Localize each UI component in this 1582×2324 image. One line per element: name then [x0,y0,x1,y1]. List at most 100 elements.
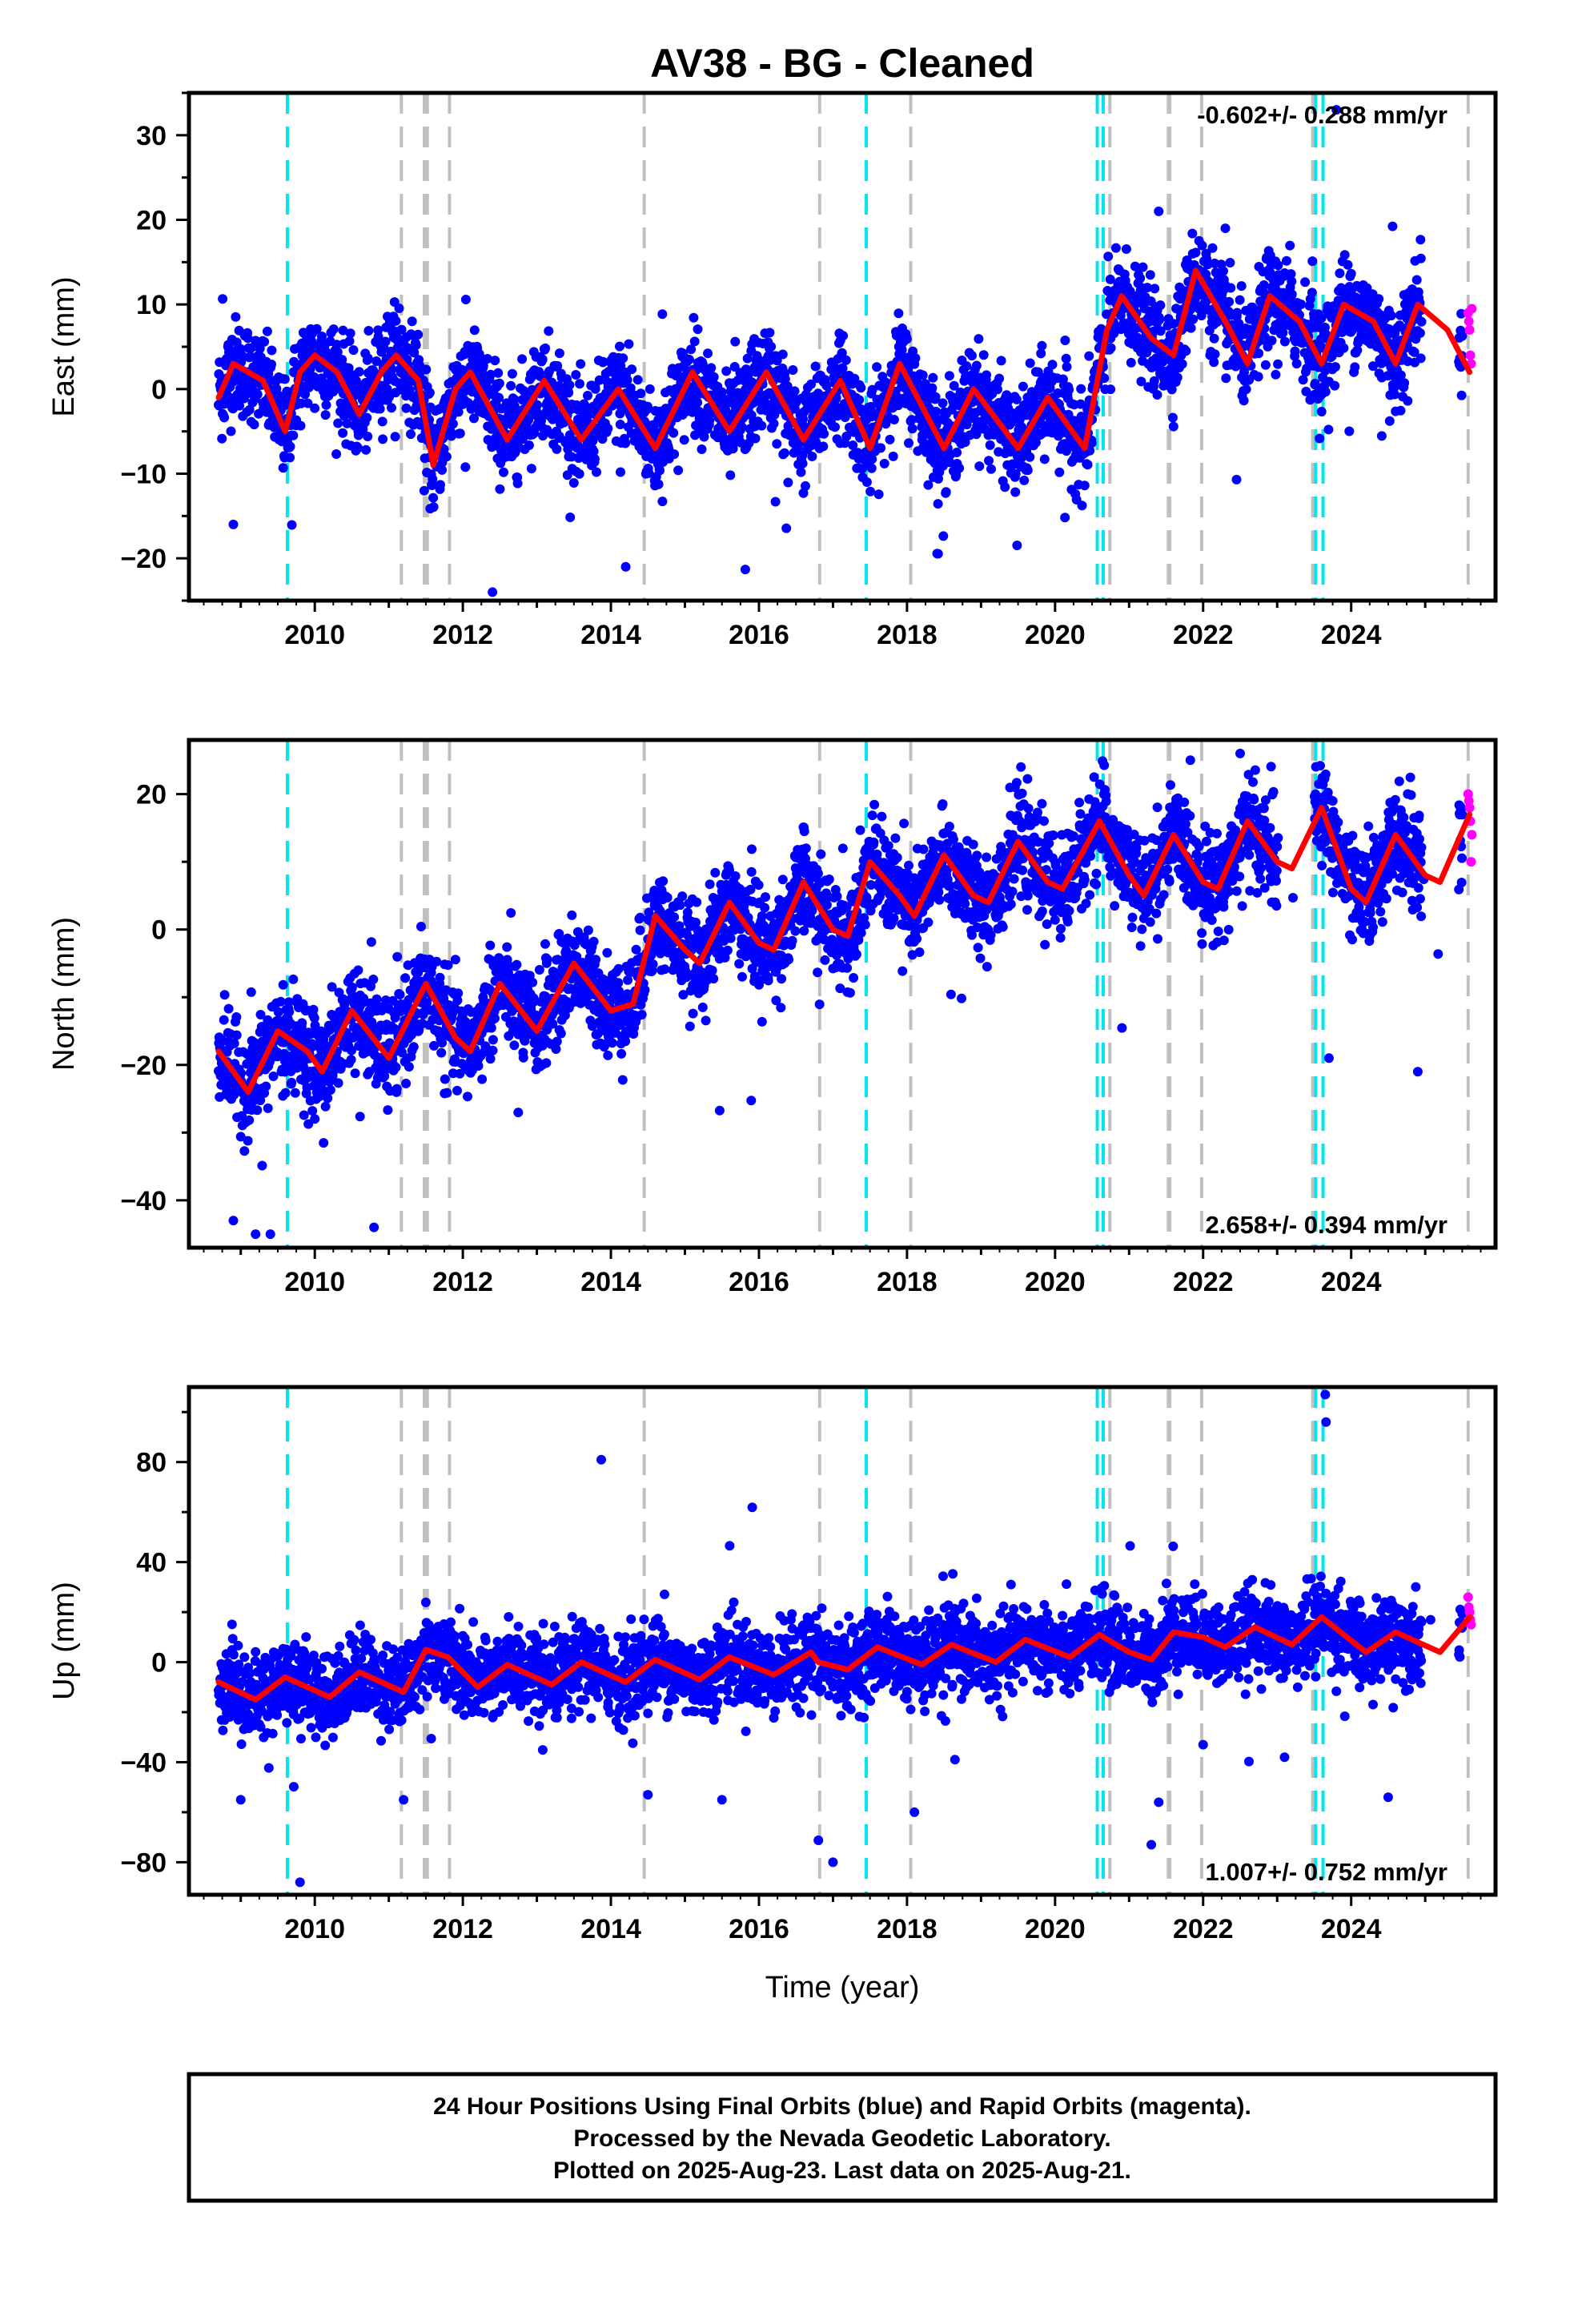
final-orbit-point [473,1061,484,1071]
final-orbit-point [644,384,655,394]
final-orbit-point [1000,482,1010,493]
final-orbit-point [907,424,917,434]
final-orbit-point [1121,244,1131,254]
final-orbit-point [259,336,270,347]
final-orbit-point [574,468,584,479]
final-orbit-point [552,1036,562,1047]
final-orbit-point [872,362,882,372]
final-orbit-point [797,458,808,468]
final-orbit-point [387,403,396,413]
final-orbit-point [1011,394,1022,404]
final-orbit-point [1287,289,1297,300]
final-orbit-point [933,499,943,509]
final-orbit-point [753,396,763,406]
final-orbit-point [333,1078,343,1088]
final-orbit-point [685,355,694,364]
final-orbit-point [428,502,439,513]
final-orbit-point [343,363,354,373]
final-orbit-point [1135,273,1146,283]
final-orbit-point [429,1040,439,1051]
final-orbit-point [452,995,463,1006]
x-tick-label: 2018 [877,620,938,650]
final-orbit-point [413,329,424,340]
final-orbit-point [1300,277,1311,287]
final-orbit-point [866,463,877,473]
final-orbit-point [954,463,965,473]
final-orbit-point [1271,369,1281,380]
final-orbit-point [1201,269,1211,279]
final-orbit-point [551,1044,561,1054]
final-orbit-point [415,420,425,430]
final-orbit-point [287,520,297,530]
final-orbit-point [482,354,492,364]
final-orbit-point [331,340,342,350]
final-orbit-point [541,1058,552,1068]
final-orbit-point [1330,362,1340,372]
final-orbit-point [1352,345,1363,356]
final-orbit-point [941,487,951,497]
final-orbit-point [867,454,877,464]
final-orbit-point [1253,372,1263,382]
final-orbit-point [1298,375,1308,385]
final-orbit-point [706,363,717,373]
final-orbit-point [548,1019,558,1029]
final-orbit-point [390,432,400,442]
final-orbit-point [347,1045,356,1055]
final-orbit-point [278,979,288,990]
final-orbit-point [279,374,290,384]
final-orbit-point [933,549,943,559]
final-orbit-point [620,438,631,448]
final-orbit-point [1219,266,1228,276]
final-orbit-point [400,973,411,983]
final-orbit-point [807,452,817,461]
final-orbit-point [255,1010,266,1019]
final-orbit-point [1037,340,1047,351]
final-orbit-point [1149,376,1159,386]
final-orbit-point [331,449,342,459]
final-orbit-point [1411,275,1422,285]
final-orbit-point [1376,431,1387,441]
final-orbit-point [571,370,581,380]
final-orbit-point [1025,452,1035,462]
final-orbit-point [801,480,810,491]
y-tick-label: 30 [136,121,167,151]
rapid-orbit-point [1465,350,1476,360]
final-orbit-outlier [488,587,498,597]
final-orbit-point [962,420,972,430]
final-orbit-point [1188,314,1199,324]
final-orbit-point [368,975,379,984]
final-orbit-point [517,354,528,364]
final-orbit-point [540,343,551,353]
final-orbit-point [410,1018,420,1028]
final-orbit-point [309,1013,319,1023]
final-orbit-point [657,497,668,507]
final-orbit-point [876,443,886,453]
final-orbit-point [283,997,294,1007]
panel-plot-area [214,740,1477,1248]
final-orbit-point [1039,454,1050,464]
final-orbit-point [669,428,679,438]
final-orbit-point [881,419,891,429]
final-orbit-point [273,1007,283,1017]
final-orbit-point [602,947,612,958]
final-orbit-point [440,1074,450,1084]
final-orbit-point [889,415,899,424]
final-orbit-point [1005,412,1015,423]
final-orbit-point [363,353,373,364]
final-orbit-point [901,334,912,344]
final-orbit-point [721,409,732,420]
final-orbit-point [1346,268,1356,279]
panel-plot-area [214,93,1477,601]
final-orbit-point [888,451,898,461]
final-orbit-point [268,1072,279,1081]
final-orbit-point [1386,311,1396,321]
final-orbit-point [512,959,522,970]
final-orbit-point [1061,353,1071,364]
final-orbit-point [1387,221,1398,231]
final-orbit-point [1456,390,1467,400]
final-orbit-point [1254,348,1264,359]
final-orbit-point [588,936,599,947]
final-orbit-point [219,412,230,423]
final-orbit-point [1409,347,1419,357]
final-orbit-point [408,1042,419,1052]
